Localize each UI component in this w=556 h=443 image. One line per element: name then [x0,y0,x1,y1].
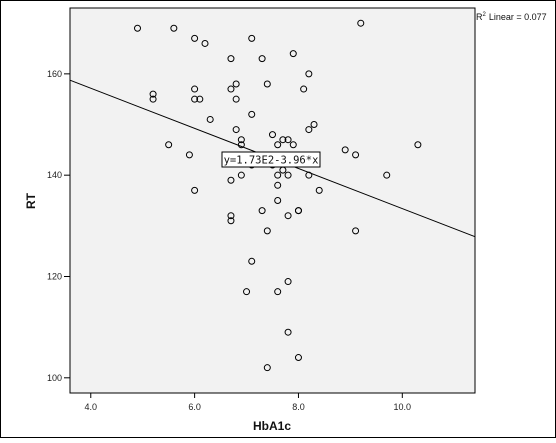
data-point [310,121,318,129]
data-point [191,186,199,194]
equation-box [221,151,321,168]
data-point [274,197,282,204]
data-point [237,171,245,179]
equation-label: y=1.73E2-3.96*x [221,151,321,168]
data-point [232,95,240,103]
data-point [227,85,235,93]
data-point [149,95,157,103]
data-point [305,126,313,134]
data-point [294,207,302,215]
y-axis: 100 120 140 160 [47,69,70,383]
y-tick-label: 100 [47,373,62,383]
data-point [227,55,235,63]
data-point [243,288,251,296]
data-point [185,151,193,159]
data-point [274,181,282,189]
data-point [289,141,297,149]
data-point [258,207,266,215]
data-point [258,55,266,63]
data-point [248,257,256,265]
data-point [227,212,235,220]
equation-text: y=1.73E2-3.96*x [224,155,319,167]
plot-area [69,7,476,394]
data-point [232,126,240,134]
data-point [294,354,302,362]
y-tick-label: 160 [47,69,62,79]
data-point [269,131,276,139]
data-point [191,34,199,42]
data-point [191,95,199,103]
x-tick-label: 4.0 [85,402,98,412]
data-point [279,136,287,144]
y-axis-title: RT [24,192,38,209]
x-tick-label: 6.0 [188,402,201,412]
data-point [248,110,256,118]
data-point [305,70,313,78]
data-point [237,136,245,144]
x-axis: 4.0 6.0 8.0 10.0 [85,393,412,412]
data-point [284,328,292,336]
data-point [315,186,323,194]
data-point [357,19,365,27]
data-point [274,288,282,296]
data-point [274,171,282,179]
y-tick-label: 120 [47,271,62,281]
data-point [206,115,214,123]
data-point [352,151,360,159]
data-point [165,141,173,149]
data-point [134,24,141,32]
data-point [284,171,292,179]
data-point [227,217,235,225]
x-tick-label: 8.0 [292,402,305,412]
data-point [191,85,199,93]
r2-label: R2 Linear = 0.077 [476,12,547,22]
x-axis-title: HbA1c [253,419,291,433]
r2-value: Linear = 0.077 [489,12,547,22]
data-point [300,85,308,93]
data-point [352,227,360,235]
data-point [414,141,422,149]
data-point [274,141,282,149]
data-point [284,136,292,144]
data-point [263,80,271,88]
x-tick-label: 10.0 [394,402,412,412]
data-point [383,171,391,179]
y-tick-label: 140 [47,170,62,180]
data-point [248,34,256,42]
data-point [196,95,204,103]
data-point [284,212,292,220]
data-point [149,90,157,98]
data-point [263,364,271,372]
data-point [263,227,271,235]
data-point [284,278,292,286]
data-point [341,146,349,154]
data-point [201,39,209,47]
data-point [289,50,297,58]
data-point [227,176,235,184]
data-point [170,24,178,32]
data-point [232,80,240,88]
